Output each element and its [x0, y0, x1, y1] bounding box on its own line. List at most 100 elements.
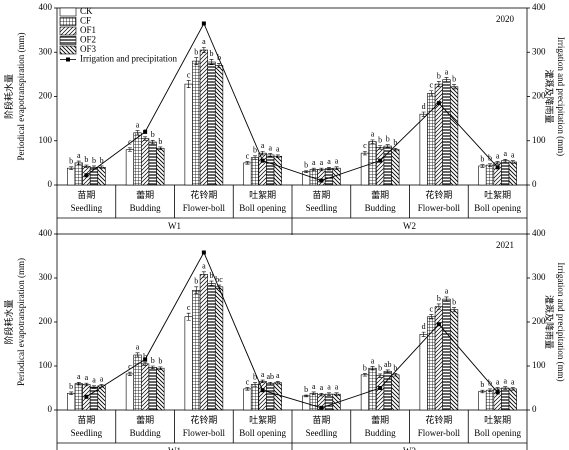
bar: [192, 60, 201, 186]
significance-letter: a: [136, 343, 140, 352]
significance-letter: b: [209, 271, 213, 280]
error-bar: [444, 296, 449, 302]
error-bar: [76, 381, 81, 386]
line-marker: [84, 394, 89, 399]
y-tick-label: 200: [39, 316, 53, 326]
significance-letter: b: [100, 156, 104, 165]
error-bar: [158, 146, 163, 150]
bar: [250, 384, 260, 411]
significance-letter: a: [268, 143, 272, 152]
year-label: 2021: [496, 240, 514, 250]
y-tick-label: 100: [39, 360, 53, 370]
significance-letter: a: [371, 356, 375, 365]
category-label: Budding: [130, 203, 162, 213]
significance-letter: c: [187, 303, 191, 312]
bar: [243, 388, 252, 411]
y2-label-zh: 灌溉及降雨量: [544, 69, 555, 123]
error-bar: [260, 379, 265, 384]
significance-letter: a: [92, 376, 96, 385]
category-label-zh: 苗期: [77, 415, 95, 425]
y-label: Periodical evapotranspiration (mm): [16, 258, 26, 386]
significance-letter: a: [77, 372, 81, 381]
category-label: Boll opening: [239, 428, 286, 438]
significance-letter: a: [320, 158, 324, 167]
significance-letter: b: [304, 161, 308, 170]
bar: [317, 169, 326, 186]
y-tick-label: 200: [39, 91, 53, 101]
error-bar: [480, 164, 485, 168]
category-label: Boll opening: [474, 203, 521, 213]
bar: [199, 49, 208, 186]
significance-letter: c: [246, 377, 250, 386]
error-bar: [275, 154, 280, 158]
error-bar: [268, 153, 273, 157]
bar: [258, 381, 267, 411]
significance-letter: a: [276, 145, 280, 154]
line-marker: [495, 390, 500, 395]
error-bar: [510, 387, 515, 391]
significance-letter: b: [69, 382, 73, 391]
bar: [74, 383, 83, 411]
error-bar: [319, 167, 324, 172]
significance-letter: a: [445, 67, 449, 76]
y-tick-label: 0: [48, 404, 53, 414]
category-label: Budding: [130, 428, 162, 438]
category-label-zh: 花铃期: [190, 189, 217, 200]
significance-letter: a: [327, 157, 331, 166]
bar: [442, 298, 451, 411]
category-label-zh: 吐絮期: [249, 414, 276, 425]
bar: [156, 147, 165, 186]
error-bar: [275, 381, 280, 385]
category-label-zh: 吐絮期: [484, 414, 511, 425]
error-bar: [127, 371, 132, 376]
y2-tick-label: 200: [532, 91, 546, 101]
bar: [184, 316, 193, 411]
significance-letter: a: [371, 130, 375, 139]
error-bar: [503, 159, 508, 163]
group-label: W1: [168, 446, 181, 450]
error-bar: [209, 280, 214, 286]
significance-letter: b: [363, 363, 367, 372]
bar: [376, 147, 385, 186]
y2-tick-label: 100: [532, 135, 546, 145]
bar: [324, 393, 334, 411]
error-bar: [393, 147, 398, 152]
category-label: Seedling: [306, 203, 338, 213]
error-bar: [326, 392, 331, 396]
significance-letter: d: [422, 102, 426, 111]
bar: [67, 392, 76, 411]
error-bar: [217, 63, 222, 69]
significance-letter: a: [276, 371, 280, 380]
line-marker: [436, 322, 441, 327]
bar: [478, 391, 487, 411]
line-marker: [201, 21, 206, 26]
error-bar: [378, 373, 383, 378]
significance-letter: b: [158, 137, 162, 146]
line-marker: [143, 357, 148, 362]
error-bar: [319, 392, 324, 397]
significance-letter: a: [261, 141, 265, 150]
bar: [391, 149, 400, 186]
significance-letter: a: [85, 373, 89, 382]
category-label: Flower-boll: [418, 203, 461, 213]
bar: [449, 86, 459, 186]
error-bar: [135, 130, 140, 136]
error-bar: [194, 286, 199, 295]
category-label-zh: 苗期: [312, 190, 330, 200]
category-label-zh: 蕾期: [136, 414, 154, 425]
line-marker: [319, 178, 324, 183]
error-bar: [444, 77, 449, 83]
bar: [133, 354, 142, 411]
significance-letter: a: [327, 383, 331, 392]
category-label: Seedling: [306, 428, 338, 438]
error-bar: [186, 80, 191, 88]
error-bar: [201, 47, 206, 53]
significance-letter: a: [261, 370, 265, 379]
y2-tick-label: 0: [532, 179, 537, 189]
y-tick-label: 300: [39, 46, 53, 56]
y-label-zh: 阶段耗水量: [3, 74, 14, 119]
bar: [184, 83, 193, 186]
y-tick-label: 400: [39, 2, 53, 12]
significance-letter: b: [480, 380, 484, 389]
category-label-zh: 吐絮期: [249, 189, 276, 200]
